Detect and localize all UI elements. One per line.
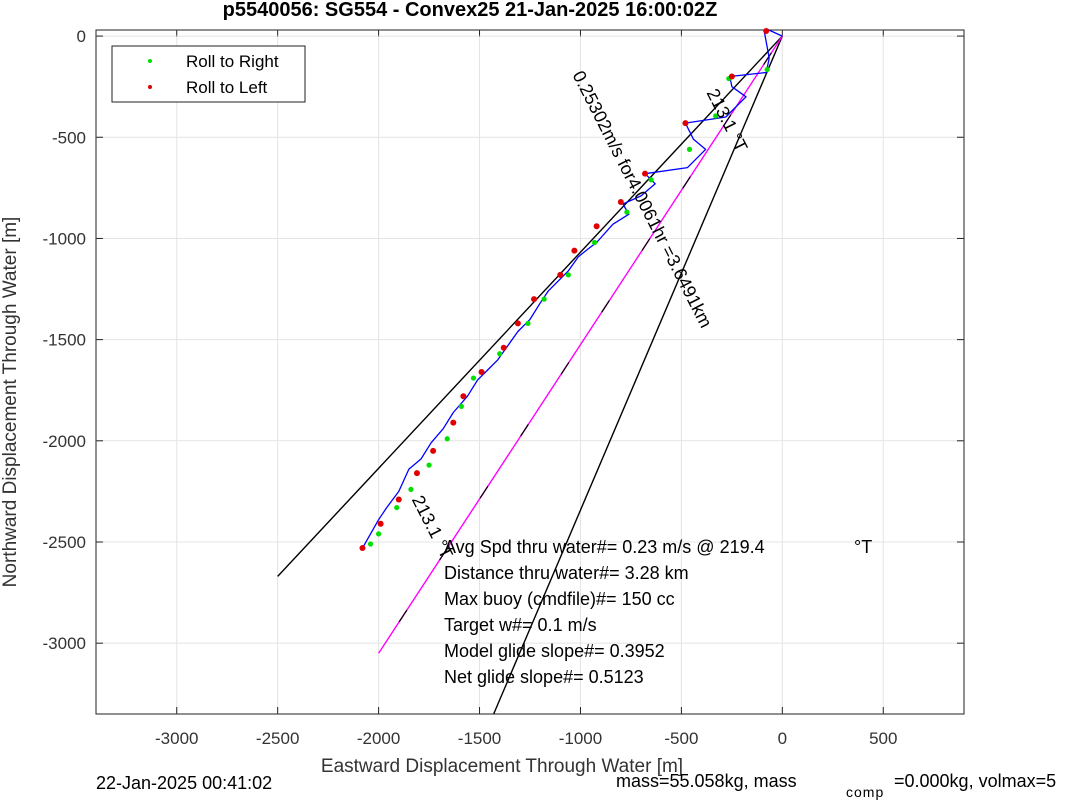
y-tick-label: -2000 [43,432,86,451]
y-axis-label: Northward Displacement Through Water [m] [0,217,21,588]
y-tick-label: -3000 [43,634,86,653]
plot-area [95,29,965,715]
roll-markers [359,28,770,552]
roll-left-point [377,520,384,527]
legend-marker-roll-left [148,85,152,89]
roll-right-point [591,239,598,246]
x-tick-label: -1500 [458,729,501,748]
tick-labels: -3000 -2500 -2000 -1500 -1000 -500 0 500 0 -500 -1… [43,27,898,748]
roll-left-point [531,296,538,303]
heading-line-2 [493,35,783,715]
reference-lines [277,35,783,715]
x-tick-label: 0 [778,729,787,748]
roll-right-point [470,375,477,381]
glider-track [361,28,783,549]
roll-right-point [648,177,654,183]
y-tick-label: -500 [52,128,86,147]
roll-right-point [458,403,464,410]
avg-speed-unit: °T [854,537,872,557]
roll-right-point [525,320,531,327]
roll-left-point [359,545,366,552]
roll-right-point [713,113,719,119]
roll-right-point [444,436,450,442]
roll-left-point [593,223,600,230]
roll-left-point [682,120,689,127]
footer-date: 22-Jan-2025 00:41:02 [96,773,272,793]
roll-right-point [408,486,414,492]
roll-left-point [514,320,521,327]
distance-text: Distance thru water#= 3.28 km [444,563,689,583]
target-w-text: Target w#= 0.1 m/s [444,615,597,635]
roll-right-point [565,272,571,278]
footer-mass-subscript: comp [846,784,884,800]
model-glide-text: Model glide slope#= 0.3952 [444,641,665,661]
roll-right-point [624,209,630,215]
stats-annotation: Avg Spd thru water#= 0.23 m/s @ 219.4 °T… [444,537,872,687]
x-tick-label: -3000 [155,729,198,748]
y-tick-label: -2500 [43,533,86,552]
net-glide-text: Net glide slope#= 0.5123 [444,667,644,687]
roll-left-point [395,496,402,503]
footer-mass: mass=55.058kg, mass [616,771,797,791]
legend-label-roll-right: Roll to Right [186,52,279,71]
roll-left-point [430,447,437,454]
legend-box [111,45,306,103]
roll-right-point [497,351,503,357]
roll-left-point [450,419,457,426]
y-tick-label: -1500 [43,331,86,350]
x-tick-label: -2000 [357,729,400,748]
roll-left-point [642,170,649,177]
roll-left-point [413,470,420,477]
heading-line-1 [277,35,783,577]
roll-right-point [426,462,432,468]
max-buoy-text: Max buoy (cmdfile)#= 150 cc [444,589,675,609]
y-tick-label: -1000 [43,229,86,248]
legend: Roll to Right Roll to Left [111,45,306,103]
y-tick-label: 0 [77,27,86,46]
avg-speed-text: Avg Spd thru water#= 0.23 m/s @ 219.4 [444,537,765,557]
x-tick-label: 500 [869,729,897,748]
roll-left-point [763,28,770,35]
x-tick-label: -1000 [559,729,602,748]
x-axis-label: Eastward Displacement Through Water [m] [321,756,683,777]
roll-left-point [617,199,624,206]
roll-left-point [460,393,467,400]
roll-left-point [728,73,735,80]
x-tick-label: -2500 [256,729,299,748]
roll-right-point [541,296,547,302]
roll-left-point [571,247,578,254]
roll-right-point [686,146,693,152]
roll-right-point [394,504,400,511]
legend-marker-roll-right [148,59,152,63]
legend-label-roll-left: Roll to Left [186,78,268,97]
roll-right-point [376,531,382,537]
track-line [361,28,783,549]
roll-left-point [500,344,507,351]
roll-right-point [367,541,374,547]
roll-left-point [478,369,485,375]
roll-left-point [557,271,564,278]
chart-title: p5540056: SG554 - Convex25 21-Jan-2025 1… [223,0,718,21]
avg-line-dashes [378,35,783,654]
footer-volmax: =0.000kg, volmax=5 [894,771,1056,791]
roll-right-point [764,66,770,73]
x-tick-label: -500 [664,729,698,748]
